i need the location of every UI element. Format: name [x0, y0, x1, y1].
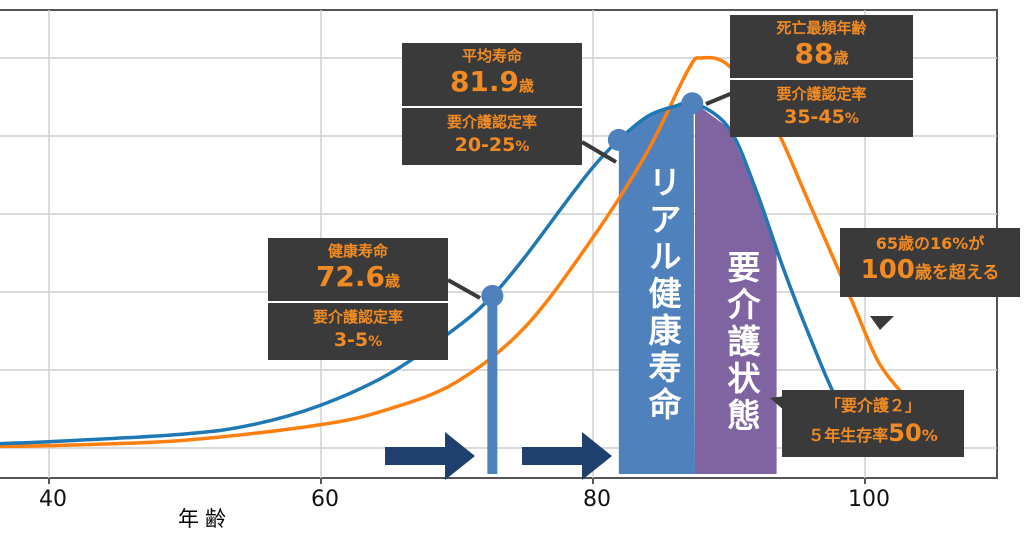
box-divider: [268, 301, 448, 303]
care-needed-state-label: 要介護状態: [722, 250, 761, 435]
modal-death-age-rate-value: 35-45: [784, 106, 845, 128]
marker-point: [607, 128, 630, 151]
average-lifespan-pointer: [580, 140, 618, 164]
healthy-lifespan-stem: [487, 295, 498, 474]
modal-death-age-box: 死亡最頻年齢 88歳 要介護認定率 35-45%: [730, 15, 913, 137]
care-level2-box: 「要介護２」 ５年生存率50%: [782, 390, 964, 457]
centenarian-line2-text: 歳を超える: [914, 263, 1000, 283]
healthy-lifespan-rate-label: 要介護認定率: [312, 308, 403, 326]
centenarian-line1: 65歳の16%が: [875, 234, 985, 253]
real-health-span-label: リアル健康寿命: [643, 165, 682, 424]
average-lifespan-unit: 歳: [519, 77, 535, 95]
orange-series-line: [0, 55, 908, 449]
box-divider: [402, 106, 582, 108]
blue-series-line: [0, 100, 867, 446]
average-lifespan-rate-value: 20-25: [454, 134, 516, 156]
average-lifespan-rate-label: 要介護認定率: [446, 113, 537, 131]
modal-death-age-value: 88: [794, 37, 834, 70]
modal-death-age-rate-unit: %: [844, 111, 859, 127]
right-arrow-icon: [522, 432, 612, 480]
x-tick-label: 60: [311, 487, 339, 512]
healthy-lifespan-rate-unit: %: [368, 334, 383, 350]
centenarian-number: 100: [860, 255, 915, 285]
arrow-shaft: [385, 447, 447, 465]
right-arrow-icon: [385, 432, 475, 480]
centenarian-box: 65歳の16%が 100歳を超える: [840, 228, 1020, 297]
x-tick-label: 100: [848, 487, 890, 512]
modal-death-age-rate-label: 要介護認定率: [776, 85, 867, 103]
care-level2-number: 50: [888, 419, 922, 447]
centenarian-pointer: [870, 316, 894, 330]
care-level2-title: 「要介護２」: [824, 396, 921, 415]
average-lifespan-box: 平均寿命 81.9歳 要介護認定率 20-25%: [402, 43, 582, 165]
x-axis-label: 年齢: [178, 507, 232, 531]
arrow-head: [445, 432, 475, 480]
real-health-span-band: [618, 103, 695, 474]
healthy-lifespan-title: 健康寿命: [327, 242, 388, 260]
care-needed-band: [695, 103, 777, 475]
modal-death-age-unit: 歳: [833, 49, 849, 67]
healthy-lifespan-rate-value: 3-5: [333, 329, 369, 351]
healthy-lifespan-box: 健康寿命 72.6歳 要介護認定率 3-5%: [268, 238, 448, 360]
care-level2-label: ５年生存率: [808, 426, 889, 445]
arrow-head: [582, 432, 612, 480]
marker-point: [681, 92, 704, 115]
box-divider: [730, 78, 913, 80]
average-lifespan-rate-unit: %: [515, 139, 530, 155]
healthy-lifespan-value: 72.6: [315, 260, 386, 293]
x-tick-label: 40: [39, 487, 67, 512]
modal-death-age-title: 死亡最頻年齢: [776, 19, 867, 37]
average-lifespan-title: 平均寿命: [461, 47, 522, 65]
care-level2-unit: %: [921, 426, 938, 445]
x-tick-label: 80: [583, 487, 611, 512]
arrow-shaft: [522, 447, 584, 465]
healthy-lifespan-unit: 歳: [385, 272, 401, 290]
average-lifespan-value: 81.9: [449, 65, 520, 98]
healthy-lifespan-pointer: [447, 278, 481, 300]
